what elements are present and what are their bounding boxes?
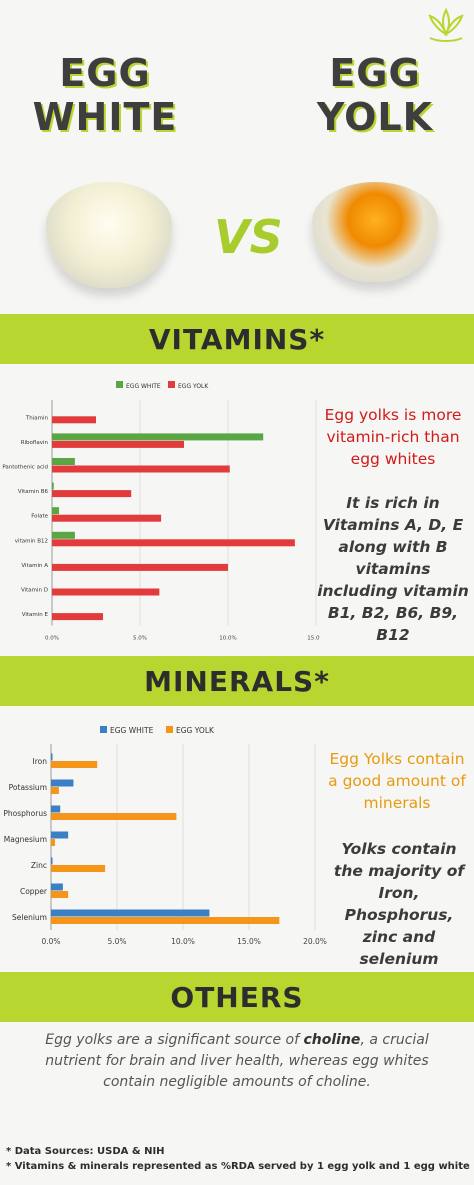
bar-egg-yolk (52, 440, 184, 448)
category-label: Folate (31, 514, 48, 520)
lotus-logo-icon (428, 7, 464, 42)
bar-egg-white (52, 507, 60, 515)
egg-white-title: EGG WHITE (32, 51, 178, 139)
egg-white-bowl-image (46, 182, 172, 288)
vitamins-section-header: VITAMINS* (0, 314, 474, 364)
data-sources-footnote: * Data Sources: USDA & NIH (6, 1146, 165, 1157)
bar-egg-yolk (52, 490, 132, 498)
choline-highlight: choline (303, 1032, 361, 1048)
vitamins-headline: Egg yolks is more vitamin-rich than egg … (324, 406, 462, 468)
vitamins-description: It is rich in Vitamins A, D, E along wit… (317, 494, 469, 644)
category-label: Iron (33, 757, 48, 766)
bar-egg-yolk (52, 514, 162, 522)
bar-egg-white (51, 753, 53, 761)
category-label: Riboflavin (21, 440, 49, 446)
x-tick-label: 15.0% (307, 635, 320, 641)
category-label: Copper (20, 887, 48, 896)
category-label: Vitamin A (21, 563, 48, 569)
vs-label: VS (214, 210, 283, 264)
bar-egg-yolk (51, 787, 59, 794)
category-label: Selenium (12, 913, 47, 922)
bar-egg-yolk (51, 839, 55, 846)
bar-egg-yolk (52, 416, 96, 424)
legend-swatch (116, 381, 123, 388)
legend-swatch (166, 726, 173, 733)
category-label: vitamin B12 (15, 538, 48, 544)
minerals-headline: Egg Yolks contain a good amount of miner… (328, 750, 466, 812)
x-tick-label: 5.0% (133, 635, 147, 641)
rda-footnote: * Vitamins & minerals represented as %RD… (6, 1161, 470, 1172)
x-tick-label: 20.0% (303, 937, 327, 946)
legend-swatch (168, 381, 175, 388)
category-label: Vitamin B6 (18, 489, 49, 495)
others-description: Egg yolks are a significant source of ch… (45, 1032, 429, 1090)
x-tick-label: 10.0% (171, 937, 195, 946)
bar-egg-yolk (52, 613, 104, 621)
x-tick-label: 0.0% (41, 937, 60, 946)
minerals-section-header: MINERALS* (0, 656, 474, 706)
bar-egg-white (52, 482, 54, 490)
bar-egg-white (51, 883, 63, 891)
bar-egg-white (51, 909, 210, 917)
bar-egg-white (51, 805, 61, 813)
bar-egg-white (51, 831, 69, 839)
minerals-bar-chart: 0.0% 5.0% 10.0% 15.0% 20.0% EGG WHITE EGG YOLK… (3, 726, 327, 946)
minerals-description: Yolks contain the majority of Iron, Phos… (333, 840, 465, 968)
bar-egg-white (51, 779, 74, 787)
bar-egg-yolk (52, 588, 160, 596)
bar-egg-yolk (51, 917, 280, 924)
bar-egg-white (52, 531, 75, 539)
x-tick-label: 10.0% (219, 635, 236, 641)
legend-label: EGG YOLK (178, 383, 209, 390)
egg-yolk-title: EGG YOLK (316, 51, 434, 139)
category-label: Pantothenic acid (2, 465, 48, 471)
category-label: Phosphorus (3, 809, 47, 818)
vitamins-bar-chart: 0.0% 5.0% 10.0% 15.0% EGG WHITE EGG YOLK Thiam… (2, 381, 320, 641)
bar-egg-yolk (51, 891, 69, 898)
bar-egg-white (51, 857, 53, 865)
category-label: Potassium (9, 783, 47, 792)
bar-egg-yolk (52, 465, 230, 473)
category-label: Thiamin (25, 415, 49, 421)
category-label: Zinc (31, 861, 47, 870)
bar-egg-white (52, 433, 264, 441)
bar-egg-yolk (51, 761, 98, 768)
category-label: Vitamin E (22, 612, 49, 618)
bar-egg-white (52, 458, 75, 465)
x-tick-label: 5.0% (107, 937, 126, 946)
others-section-header: OTHERS (0, 972, 474, 1022)
bar-egg-yolk (51, 865, 106, 872)
legend-label: EGG WHITE (126, 383, 161, 390)
category-label: Vitamin D (21, 588, 48, 594)
bar-egg-yolk (52, 563, 228, 571)
bar-egg-yolk (52, 539, 295, 547)
x-tick-label: 15.0% (237, 937, 261, 946)
egg-yolk-bowl-image (312, 182, 438, 282)
legend-label: EGG YOLK (176, 726, 215, 735)
category-label: Magnesium (4, 835, 47, 844)
legend-swatch (100, 726, 107, 733)
legend-label: EGG WHITE (110, 726, 154, 735)
bar-egg-yolk (51, 813, 177, 820)
x-tick-label: 0.0% (45, 635, 59, 641)
